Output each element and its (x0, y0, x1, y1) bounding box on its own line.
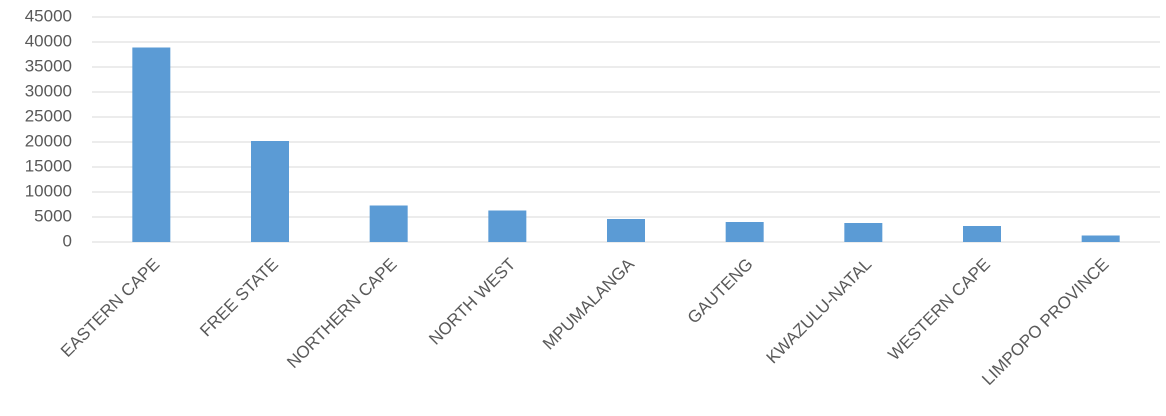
y-tick-label: 5000 (34, 206, 72, 225)
bar (725, 222, 764, 242)
x-tick-label: FREE STATE (196, 255, 282, 341)
bar (844, 223, 883, 242)
y-tick-label: 40000 (25, 31, 72, 50)
x-tick-label: WESTERN CAPE (884, 255, 994, 365)
x-tick-label: GAUTENG (684, 255, 757, 328)
y-tick-label: 20000 (25, 131, 72, 150)
x-tick-label: NORTH WEST (425, 255, 519, 349)
y-tick-label: 35000 (25, 56, 72, 75)
y-tick-label: 30000 (25, 81, 72, 100)
bar (251, 141, 289, 242)
y-tick-label: 25000 (25, 106, 72, 125)
bar (369, 205, 408, 242)
y-tick-label: 15000 (25, 156, 72, 175)
bar (488, 210, 527, 242)
x-tick-label: EASTERN CAPE (57, 255, 163, 361)
bar (1081, 235, 1120, 242)
bar (963, 226, 1001, 242)
y-tick-label: 45000 (25, 6, 72, 25)
bar (132, 47, 171, 242)
y-tick-label: 10000 (25, 181, 72, 200)
x-tick-label: LIMPOPO PROVINCE (978, 255, 1112, 389)
x-tick-label: NORTHERN CAPE (283, 255, 400, 372)
bar (607, 219, 645, 242)
x-tick-label: KWAZULU-NATAL (763, 255, 876, 368)
x-tick-label: MPUMALANGA (539, 254, 638, 353)
y-tick-label: 0 (63, 231, 72, 250)
